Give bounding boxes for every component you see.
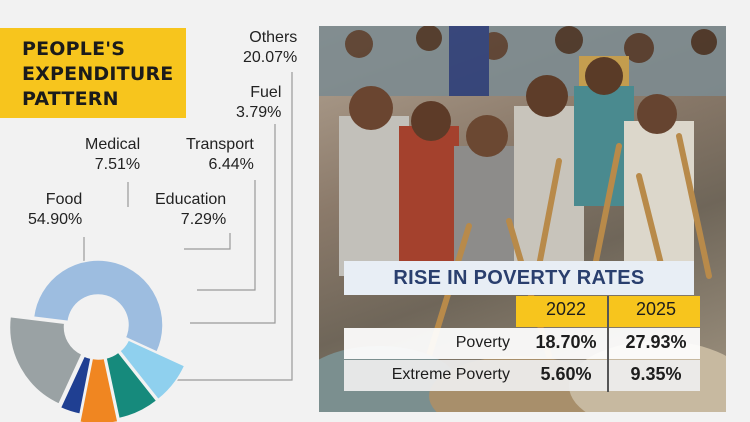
label-fuel-value: 3.79% [236, 104, 282, 121]
year-column-divider [607, 296, 609, 392]
poverty-table-title: RISE IN POVERTY RATES [344, 261, 694, 295]
label-food-value: 54.90% [28, 211, 83, 228]
chart-title-line-3: PATTERN [22, 88, 119, 110]
expenditure-donut-chart [8, 259, 186, 422]
label-medical: Medical 7.51% [85, 135, 140, 175]
donut-slice-medical [118, 338, 186, 401]
label-others-name: Others [249, 29, 298, 46]
cell-extreme-poverty-2022: 5.60% [540, 364, 592, 384]
year-2022-header: 2022 [545, 299, 587, 319]
label-food-name: Food [45, 191, 83, 208]
label-education: Education 7.29% [155, 190, 226, 230]
chart-title-box: PEOPLE'S EXPENDITURE PATTERN [0, 28, 186, 118]
leader-fuel [190, 124, 276, 324]
year-2025-header: 2025 [635, 299, 677, 319]
label-food: Food 54.90% [28, 190, 82, 230]
donut-slice-transport [79, 357, 119, 422]
cell-poverty-2025: 27.93% [625, 332, 687, 352]
label-transport-value: 6.44% [208, 156, 254, 173]
label-fuel: Fuel 3.79% [236, 83, 281, 123]
cell-extreme-poverty-2025: 9.35% [630, 364, 682, 384]
label-medical-name: Medical [85, 136, 141, 153]
label-medical-value: 7.51% [94, 156, 141, 173]
label-others: Others 20.07% [243, 28, 297, 68]
leader-education [184, 233, 231, 250]
leader-others [170, 72, 293, 381]
leader-transport [197, 180, 256, 291]
donut-slice-food [32, 259, 164, 354]
donut-slice-others [8, 315, 83, 406]
table-row-poverty [344, 328, 700, 359]
cell-poverty-2022: 18.70% [535, 332, 597, 352]
label-transport: Transport 6.44% [186, 135, 254, 175]
label-education-name: Education [155, 191, 227, 208]
row-label-extreme-poverty: Extreme Poverty [391, 366, 510, 383]
chart-title-line-1: PEOPLE'S [22, 38, 126, 60]
label-others-value: 20.07% [243, 49, 298, 66]
label-education-value: 7.29% [180, 211, 227, 228]
table-row-extreme-poverty [344, 360, 700, 391]
label-transport-name: Transport [186, 136, 254, 153]
donut-slice-education [105, 351, 158, 420]
chart-title-line-2: EXPENDITURE [22, 63, 174, 85]
row-label-poverty: Poverty [455, 334, 510, 351]
donut-slice-fuel [59, 355, 92, 416]
label-fuel-name: Fuel [250, 84, 282, 101]
